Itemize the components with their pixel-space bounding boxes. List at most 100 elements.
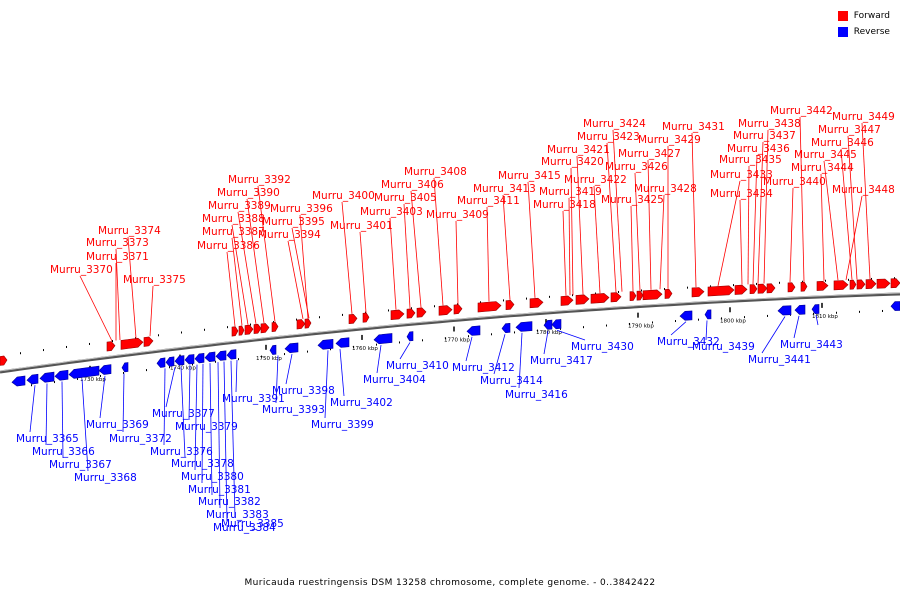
gene-feature xyxy=(0,355,8,366)
reverse-leader-line xyxy=(194,364,198,471)
forward-leader-line xyxy=(299,214,309,319)
scale-tick-label: 1760 kbp xyxy=(352,346,378,352)
gene-feature xyxy=(26,373,39,385)
forward-leader-line xyxy=(630,205,634,291)
reverse-leader-line xyxy=(81,378,89,472)
caption: Muricauda ruestringensis DSM 13258 chrom… xyxy=(244,578,656,588)
reverse-gene-label: Murru_3376 xyxy=(150,446,213,458)
minor-mark xyxy=(192,363,193,366)
reverse-gene-label: Murru_3384 xyxy=(213,522,276,534)
minor-mark xyxy=(307,350,308,353)
gene-feature xyxy=(787,282,796,293)
reverse-leader-line xyxy=(165,367,176,408)
minor-mark xyxy=(583,326,584,329)
forward-leader-line xyxy=(403,203,411,309)
gene-feature xyxy=(416,307,427,318)
forward-leader-line xyxy=(257,185,276,322)
forward-leader-line xyxy=(127,236,137,339)
forward-leader-line xyxy=(757,141,764,284)
reverse-leader-line xyxy=(285,353,293,385)
forward-leader-line xyxy=(593,185,601,294)
forward-leader-line xyxy=(341,201,353,314)
forward-gene-label: Murru_3419 xyxy=(539,186,602,198)
gene-feature xyxy=(664,288,673,299)
forward-gene-label: Murru_3434 xyxy=(710,188,773,200)
reverse-leader-line xyxy=(223,361,228,522)
forward-leader-line xyxy=(568,197,571,296)
reverse-leader-line xyxy=(465,336,473,362)
minor-mark xyxy=(537,329,538,332)
gene-feature xyxy=(406,308,416,319)
forward-gene-label: Murru_3374 xyxy=(98,225,161,237)
reverse-leader-line xyxy=(339,349,345,397)
scale-tick-label: 1800 kbp xyxy=(720,318,746,324)
gene-feature xyxy=(865,279,877,290)
reverse-gene-label: Murru_3402 xyxy=(330,397,393,409)
minor-mark xyxy=(100,374,101,377)
reverse-leader-line xyxy=(793,315,800,339)
minor-mark xyxy=(20,352,21,355)
forward-gene-label: Murru_3390 xyxy=(217,187,280,199)
minor-mark xyxy=(572,294,573,297)
minor-mark xyxy=(629,322,630,325)
gene-feature xyxy=(121,362,129,373)
gene-feature xyxy=(174,355,185,366)
reverse-leader-line xyxy=(324,350,329,419)
gene-feature xyxy=(477,301,502,313)
minor-mark xyxy=(560,327,561,330)
gene-feature xyxy=(68,365,100,379)
minor-mark xyxy=(871,277,872,280)
minor-mark xyxy=(77,377,78,380)
forward-leader-line xyxy=(747,165,750,285)
minor-mark xyxy=(273,321,274,324)
reverse-leader-line xyxy=(188,365,191,421)
gene-feature xyxy=(226,349,237,360)
reverse-leader-line xyxy=(61,381,64,459)
gene-feature xyxy=(560,295,574,306)
forward-leader-line xyxy=(226,251,236,327)
gene-feature xyxy=(816,280,829,291)
gene-feature xyxy=(390,309,405,321)
minor-mark xyxy=(664,288,665,291)
minor-mark xyxy=(342,313,343,316)
forward-gene-label: Murru_3386 xyxy=(197,240,260,252)
forward-gene-label: Murru_3373 xyxy=(86,237,149,249)
reverse-gene-label: Murru_3412 xyxy=(452,362,515,374)
reverse-leader-line xyxy=(217,362,221,509)
minor-mark xyxy=(376,343,377,346)
gene-feature xyxy=(348,313,358,325)
reverse-leader-line xyxy=(761,316,786,354)
forward-gene-label: Murru_3435 xyxy=(719,154,782,166)
reverse-gene-label: Murru_3443 xyxy=(780,339,843,351)
forward-leader-line xyxy=(861,122,871,280)
minor-mark xyxy=(894,277,895,280)
minor-mark xyxy=(825,279,826,282)
reverse-gene-label: Murru_3439 xyxy=(692,341,755,353)
forward-gene-label: Murru_3409 xyxy=(426,209,489,221)
forward-gene-label: Murru_3449 xyxy=(832,111,895,123)
minor-mark xyxy=(457,303,458,306)
reverse-leader-line xyxy=(45,383,48,446)
gene-feature xyxy=(704,309,712,320)
minor-mark xyxy=(135,337,136,340)
forward-leader-line xyxy=(691,132,697,288)
gene-feature xyxy=(515,321,533,332)
minor-mark xyxy=(549,295,550,298)
minor-mark xyxy=(514,331,515,334)
reverse-gene-label: Murru_3367 xyxy=(49,459,112,471)
gene-feature xyxy=(610,292,622,303)
forward-gene-label: Murru_3445 xyxy=(794,149,857,161)
minor-mark xyxy=(480,301,481,304)
gene-feature xyxy=(238,325,245,336)
reverse-gene-label: Murru_3365 xyxy=(16,433,79,445)
reverse-leader-line xyxy=(493,334,506,375)
minor-mark xyxy=(238,358,239,361)
reverse-leader-line xyxy=(556,329,586,341)
forward-gene-label: Murru_3425 xyxy=(601,194,664,206)
forward-gene-label: Murru_3394 xyxy=(258,229,321,241)
gene-feature xyxy=(271,321,279,333)
gene-feature xyxy=(691,287,705,298)
forward-leader-line xyxy=(739,199,743,285)
gene-feature xyxy=(156,357,166,368)
